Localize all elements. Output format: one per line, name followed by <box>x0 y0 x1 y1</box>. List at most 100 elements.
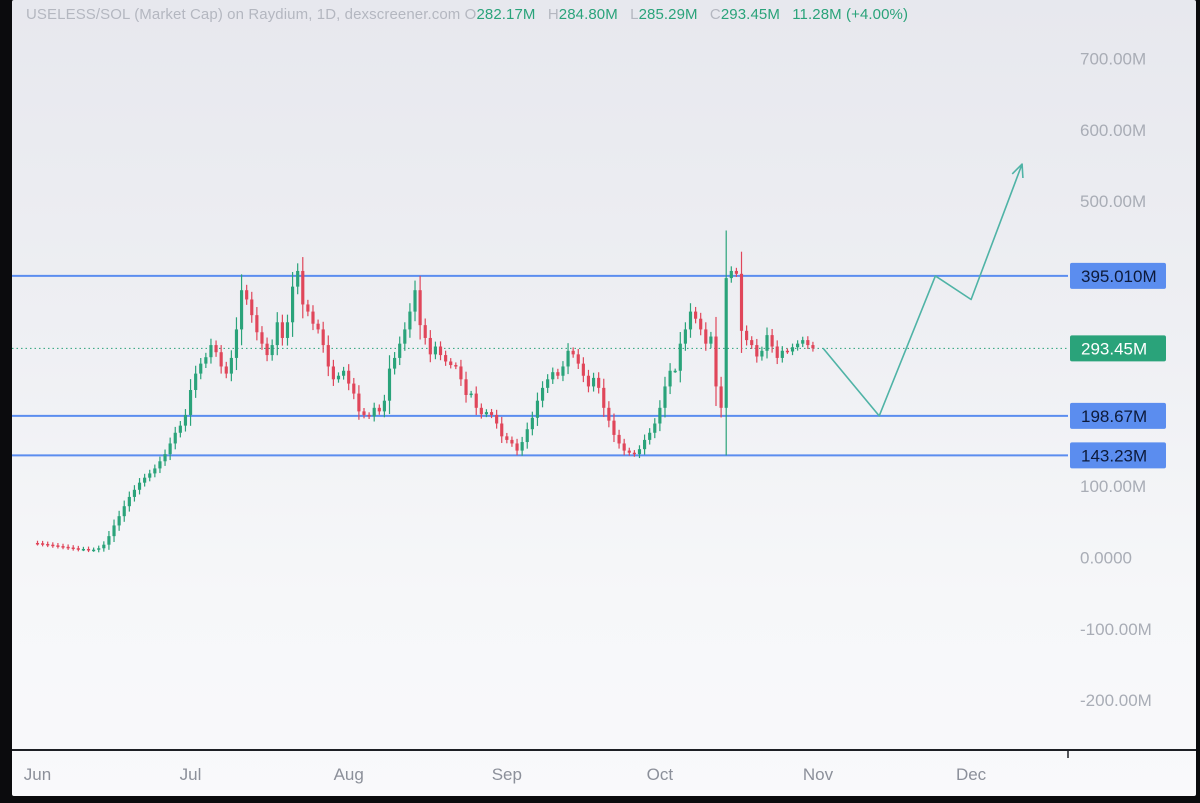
candle-body <box>301 270 305 305</box>
candle-body <box>520 442 524 451</box>
candle-body <box>811 345 815 349</box>
candle-body <box>122 506 126 517</box>
candle-body <box>449 361 453 366</box>
candle-body <box>780 350 784 358</box>
candle-body <box>714 336 718 387</box>
candle-body <box>382 400 386 412</box>
x-tick-label: Jun <box>24 765 51 784</box>
y-tick-label: -200.00M <box>1080 691 1152 710</box>
candle-body <box>367 414 371 417</box>
candle-body <box>107 536 111 545</box>
chart-frame: 700.00M 600.00M 500.00M 100.00M 0.0000 -100.0… <box>12 0 1196 796</box>
chart-canvas: 700.00M 600.00M 500.00M 100.00M 0.0000 -100.0… <box>12 50 1196 784</box>
candle-body <box>86 548 91 551</box>
candle-body <box>418 290 422 326</box>
candle-body <box>540 387 545 401</box>
candle-body <box>214 345 218 353</box>
price-badge-label: 143.23M <box>1081 446 1147 465</box>
candle-body <box>530 417 534 430</box>
candle-body <box>438 346 443 356</box>
low-value: 285.29M <box>638 6 698 23</box>
high-value: 284.80M <box>558 6 618 23</box>
candle-body <box>632 452 636 455</box>
candle-body <box>224 366 228 374</box>
candle-body <box>127 496 131 507</box>
candle-body <box>270 345 274 356</box>
candle-body <box>51 544 55 547</box>
candle-body <box>586 375 591 387</box>
candle-body <box>785 350 790 353</box>
candle-body <box>760 350 764 357</box>
candle-body <box>66 546 70 549</box>
candle-body <box>591 377 596 387</box>
candle-body <box>750 340 754 346</box>
candle-body <box>183 414 188 426</box>
candle-body <box>204 357 208 364</box>
candle-body <box>296 270 300 287</box>
candle-body <box>500 423 504 437</box>
candle-body <box>423 325 427 338</box>
y-tick-label: -100.00M <box>1080 620 1152 639</box>
candle-body <box>678 343 682 371</box>
close-label: C <box>709 6 721 23</box>
candle-body <box>801 340 805 344</box>
candle-body <box>326 345 330 367</box>
price-badge <box>1070 335 1166 362</box>
candle-body <box>806 340 810 346</box>
candle-body <box>239 290 244 330</box>
candle-body <box>525 429 529 443</box>
candle-body <box>357 393 361 412</box>
candle-body <box>194 373 198 390</box>
candle-body <box>377 407 381 412</box>
candle-body <box>474 393 478 408</box>
candle-body <box>102 544 106 549</box>
candle-body <box>510 439 514 444</box>
candle-body <box>260 332 264 344</box>
candle-body <box>719 386 723 408</box>
candle-body <box>724 278 728 408</box>
candle-body <box>796 343 800 348</box>
candle-body <box>556 372 560 376</box>
candle-body <box>709 336 713 344</box>
candle-body <box>290 286 295 323</box>
candle-body <box>454 365 458 367</box>
candle-body <box>745 330 749 341</box>
candle-body <box>112 525 116 537</box>
candle-body <box>336 375 341 380</box>
candle-body <box>148 473 152 478</box>
candle-body <box>464 379 468 395</box>
price-badge <box>1070 262 1166 289</box>
chart-title: USELESS/SOL (Market Cap) on Raydium, 1D,… <box>26 6 461 23</box>
candle-body <box>352 383 356 394</box>
candle-body <box>653 423 657 433</box>
open-label: O <box>464 6 477 23</box>
candles-group <box>35 230 815 553</box>
candle-body <box>35 542 40 545</box>
candle-body <box>622 443 626 451</box>
candle-body <box>484 412 489 415</box>
candle-body <box>398 343 402 358</box>
candle-body <box>188 390 193 415</box>
candle-body <box>648 432 652 440</box>
candle-body <box>331 366 335 380</box>
candle-body <box>306 304 310 312</box>
open-value: 282.17M <box>476 6 536 23</box>
candle-body <box>505 436 509 440</box>
candle-body <box>688 311 693 330</box>
candle-body <box>234 329 239 358</box>
x-tick-label: Nov <box>803 765 834 784</box>
candle-body <box>673 370 677 373</box>
candle-body <box>132 489 137 497</box>
candle-body <box>683 329 687 344</box>
candle-body <box>459 366 463 380</box>
candle-body <box>444 355 448 362</box>
candle-body <box>790 347 795 352</box>
candle-body <box>245 290 249 300</box>
candle-body <box>566 350 570 367</box>
candle-body <box>546 379 550 388</box>
candle-body <box>342 370 346 376</box>
candle-body <box>515 443 519 451</box>
candle-body <box>755 345 759 357</box>
candle-body <box>56 545 60 547</box>
candle-body <box>393 357 397 369</box>
